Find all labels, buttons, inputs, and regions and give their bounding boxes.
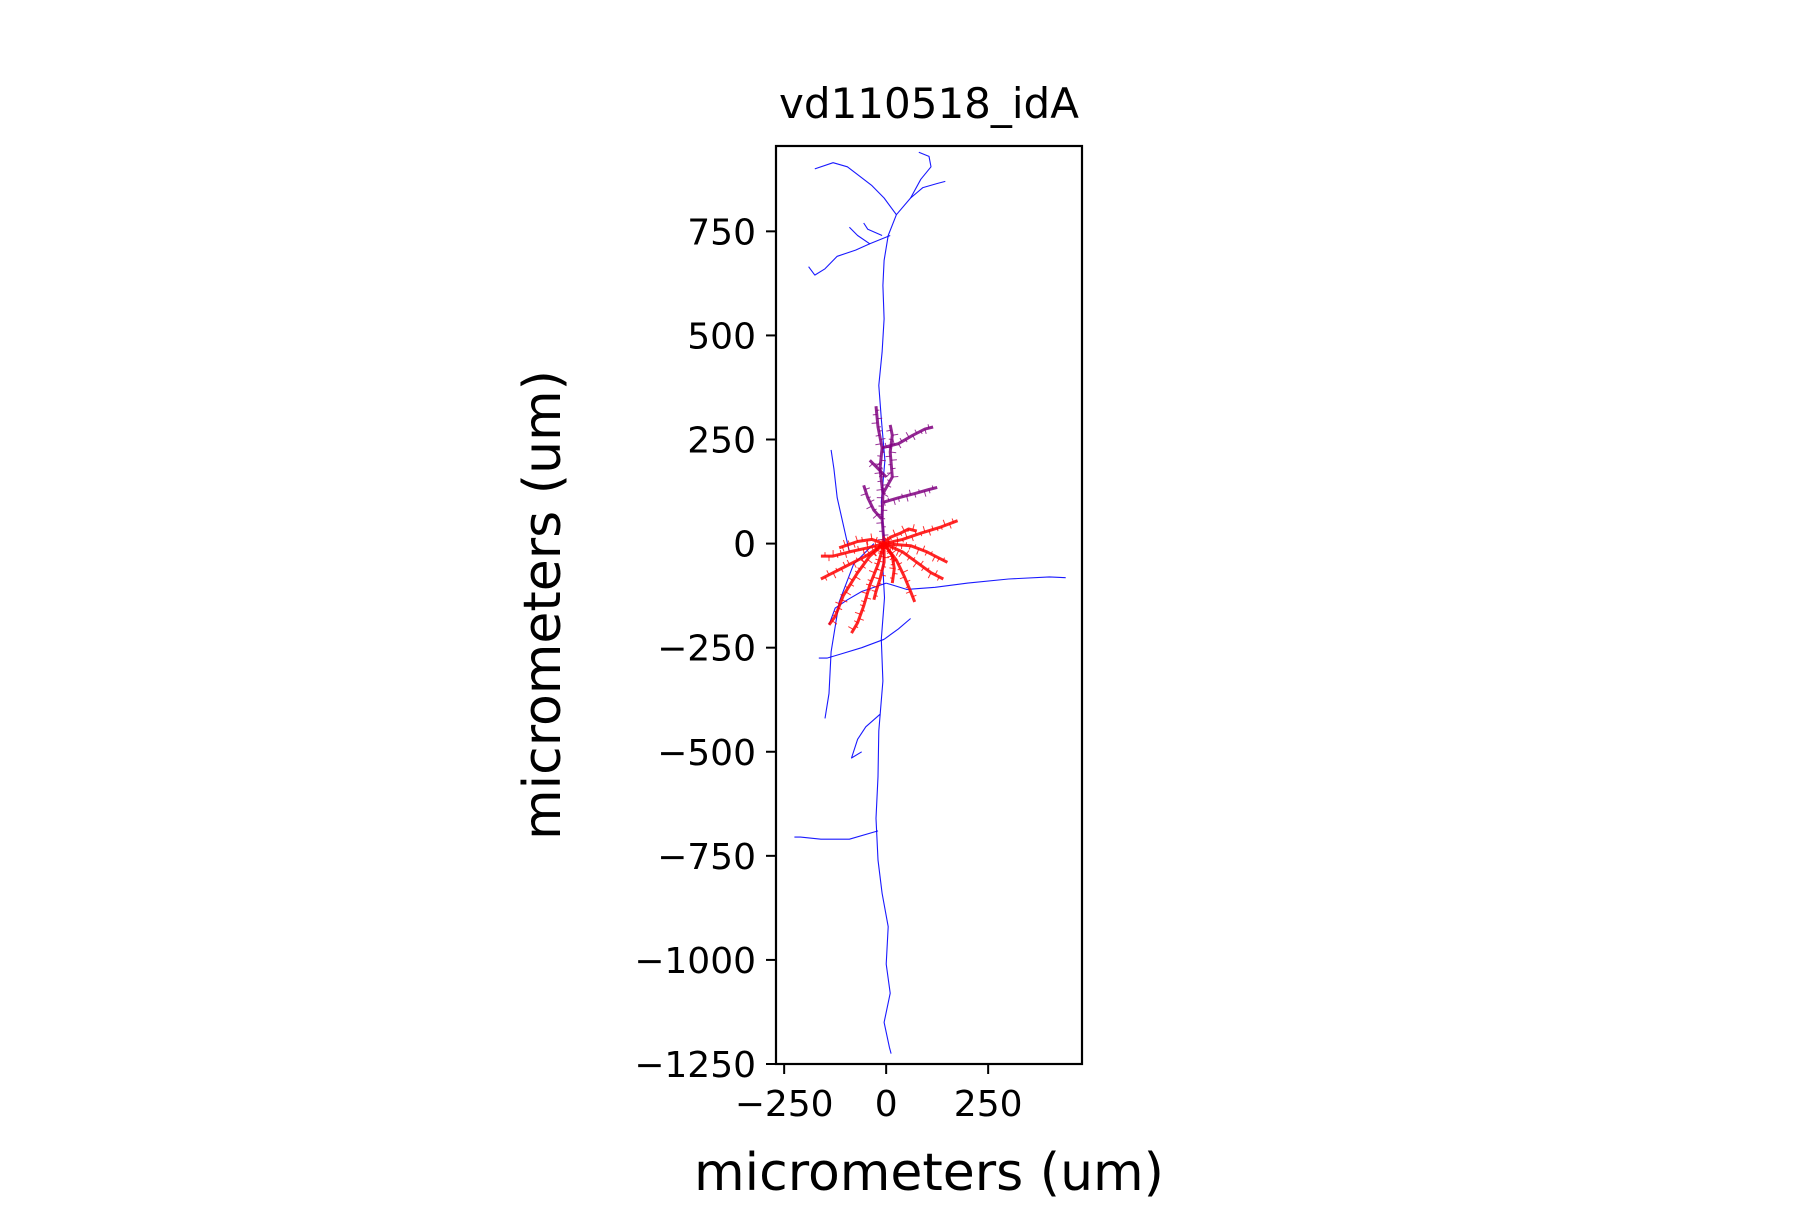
y-tick-label: 750 — [687, 212, 756, 253]
spine-mark — [890, 452, 896, 453]
y-tick-label: 0 — [733, 525, 756, 566]
y-tick-label: −1250 — [634, 1045, 756, 1086]
y-tick-label: 250 — [687, 421, 756, 462]
spine-mark — [891, 564, 894, 565]
spine-mark — [875, 596, 878, 597]
spine-mark — [879, 431, 882, 432]
spine-mark — [837, 555, 838, 558]
spine-mark — [878, 481, 882, 482]
spine-mark — [872, 547, 873, 550]
spine-mark — [872, 423, 878, 424]
spine-mark — [867, 540, 868, 545]
y-axis-label: micrometers (um) — [513, 370, 573, 840]
spine-mark — [875, 473, 881, 474]
spine-mark — [894, 573, 898, 574]
spine-mark — [908, 529, 909, 532]
y-tick-label: −250 — [657, 629, 756, 670]
spine-mark — [893, 544, 894, 550]
spine-mark — [876, 523, 882, 524]
spine-mark — [881, 460, 886, 461]
spine-mark — [883, 567, 886, 568]
y-tick-label: −500 — [657, 733, 756, 774]
chart-title: vd110518_idA — [779, 79, 1079, 128]
x-axis-label: micrometers (um) — [694, 1143, 1164, 1200]
y-tick-label: −1000 — [634, 941, 756, 982]
spine-mark — [862, 537, 863, 541]
y-tick-label: −750 — [657, 837, 756, 878]
y-tick-label: 500 — [687, 316, 756, 357]
spine-mark — [889, 568, 894, 569]
spine-mark — [854, 551, 855, 554]
x-tick-label: −250 — [735, 1084, 834, 1125]
spine-mark — [877, 418, 882, 419]
spine-mark — [877, 490, 883, 491]
x-tick-label: 0 — [875, 1084, 898, 1125]
x-tick-label: 250 — [954, 1084, 1023, 1125]
spine-mark — [893, 560, 897, 561]
spine-mark — [892, 477, 898, 478]
spine-mark — [891, 460, 897, 461]
